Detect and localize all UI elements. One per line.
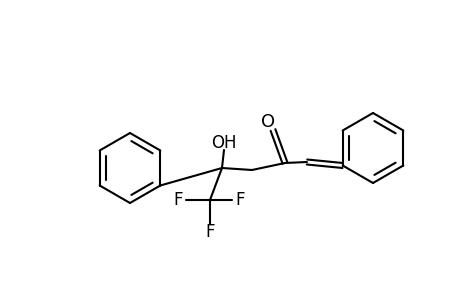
Text: F: F <box>205 223 214 241</box>
Text: F: F <box>235 191 244 209</box>
Text: O: O <box>260 113 274 131</box>
Text: OH: OH <box>211 134 236 152</box>
Text: F: F <box>173 191 182 209</box>
